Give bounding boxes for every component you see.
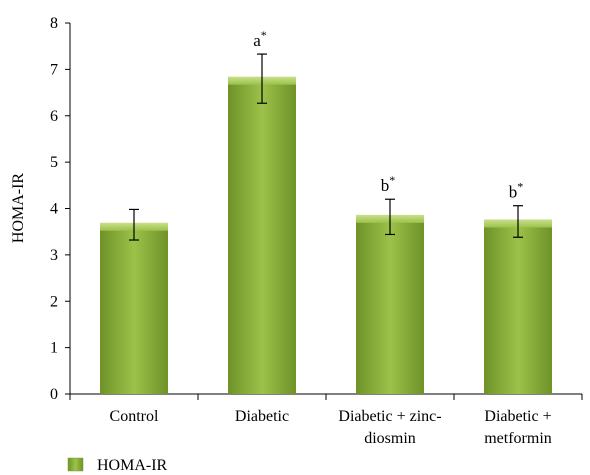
plot-area: 0 1 2 3 4 5 6 7 8 a* b* b* Control Diabetic Diabetic…	[50, 15, 583, 447]
y-tick-label: 4	[50, 201, 58, 218]
annotations: a* b* b*	[253, 28, 523, 202]
legend-label: HOMA-IR	[97, 457, 168, 474]
x-ticks	[69, 394, 583, 400]
category-label: metformin	[484, 430, 552, 447]
y-axis-title: HOMA-IR	[10, 173, 27, 244]
legend: HOMA-IR	[67, 457, 168, 474]
significance-label: a*	[253, 28, 267, 50]
error-bars	[129, 53, 523, 241]
category-labels: Control Diabetic Diabetic + zinc-diosmin Di…	[110, 408, 552, 447]
y-tick-label: 8	[50, 15, 58, 32]
bar	[100, 224, 168, 394]
category-label: Diabetic	[235, 408, 289, 425]
y-tick-label: 7	[50, 61, 58, 78]
y-tick-label: 6	[50, 108, 58, 125]
significance-label: b*	[509, 180, 524, 202]
category-label: Diabetic + zinc-	[338, 408, 441, 425]
y-tick-label: 5	[50, 154, 58, 171]
significance-label: b*	[381, 173, 396, 195]
bar	[356, 216, 424, 394]
bar	[484, 221, 552, 394]
y-tick-label: 2	[50, 293, 58, 310]
y-tick-label: 3	[50, 247, 58, 264]
y-tick-label: 1	[50, 340, 58, 357]
category-label: Control	[110, 408, 159, 425]
bar	[228, 78, 296, 395]
category-label: diosmin	[364, 430, 416, 447]
legend-swatch	[67, 457, 84, 472]
category-label: Diabetic +	[484, 408, 551, 425]
bars	[100, 76, 552, 395]
y-ticks: 0 1 2 3 4 5 6 7 8	[50, 15, 70, 403]
y-tick-label: 0	[50, 386, 58, 403]
